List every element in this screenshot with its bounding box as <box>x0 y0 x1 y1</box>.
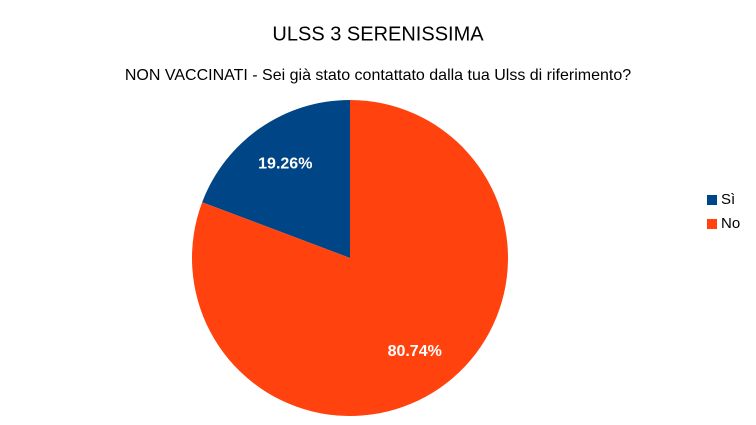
legend-label: No <box>721 215 740 232</box>
legend-swatch <box>707 219 717 229</box>
chart-subtitle: NON VACCINATI - Sei già stato contattato… <box>125 67 631 84</box>
chart-title: ULSS 3 SERENISSIMA <box>272 23 484 45</box>
pie-slice <box>202 100 350 258</box>
legend-label: Sì <box>721 191 735 208</box>
data-label: 80.74% <box>388 343 442 360</box>
legend-swatch <box>707 195 717 205</box>
data-label: 19.26% <box>258 156 312 173</box>
pie-slice <box>191 100 508 416</box>
